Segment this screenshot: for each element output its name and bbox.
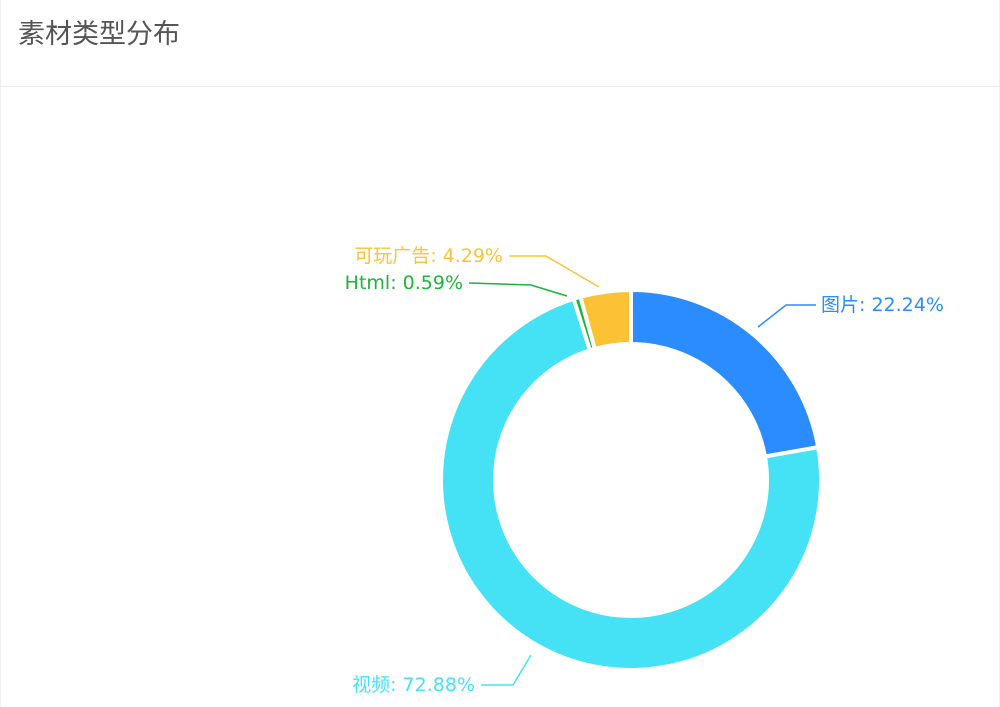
slice-视频[interactable] — [439, 296, 823, 672]
label-line-图片 — [757, 304, 816, 328]
data-label-视频: 视频: 72.88% — [352, 674, 475, 696]
data-label-可玩广告: 可玩广告: 4.29% — [354, 245, 503, 267]
card-title: 素材类型分布 — [18, 19, 180, 50]
label-line-视频 — [481, 654, 532, 686]
data-label-图片: 图片: 22.24% — [821, 294, 944, 316]
data-label-Html: Html: 0.59% — [345, 272, 463, 294]
slice-可玩广告[interactable] — [577, 287, 633, 352]
label-line-可玩广告 — [509, 255, 600, 288]
label-line-Html — [468, 282, 568, 297]
slice-图片[interactable] — [629, 287, 821, 459]
card-header: 素材类型分布 — [1, 0, 999, 87]
